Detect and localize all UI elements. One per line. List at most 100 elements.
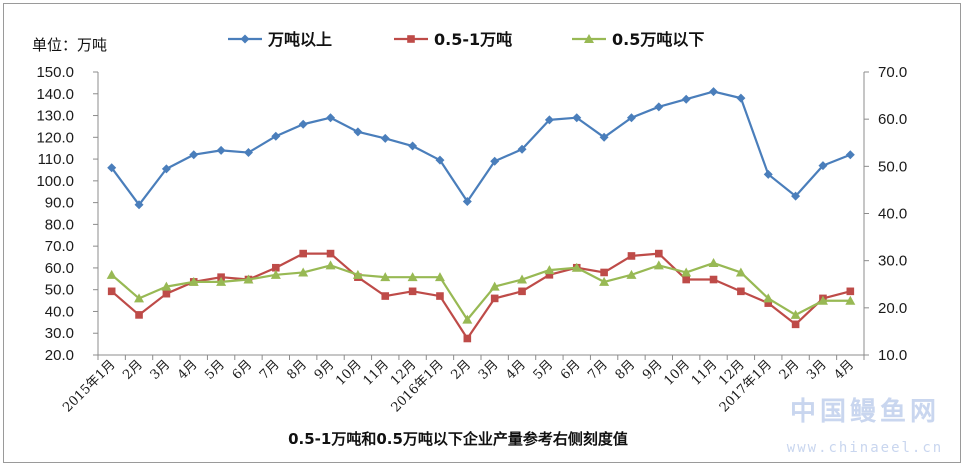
unit-label: 单位：万吨 — [32, 36, 107, 54]
data-point — [626, 269, 637, 279]
data-point — [408, 287, 417, 296]
data-point — [490, 294, 499, 303]
x-tick-label: 11月 — [689, 357, 720, 388]
left-tick-label: 20.0 — [45, 347, 74, 364]
data-point — [489, 281, 500, 291]
left-tick-label: 90.0 — [45, 195, 74, 212]
left-tick-label: 70.0 — [45, 238, 74, 255]
legend-label: 0.5万吨以下 — [612, 30, 704, 49]
legend-label: 0.5-1万吨 — [434, 30, 512, 49]
data-point — [736, 93, 746, 103]
left-tick-label: 50.0 — [45, 282, 74, 299]
left-tick-label: 150.0 — [36, 64, 74, 81]
data-point — [681, 94, 691, 104]
series-line-1 — [110, 90, 851, 206]
x-tick-label: 3月 — [476, 357, 502, 383]
data-point — [572, 113, 582, 123]
data-point — [243, 148, 253, 158]
data-point — [709, 275, 718, 284]
x-tick-label: 10月 — [333, 357, 364, 388]
right-tick-label: 40.0 — [878, 206, 907, 223]
data-point — [764, 299, 773, 307]
data-point — [107, 163, 117, 173]
left-tick-label: 80.0 — [45, 216, 74, 233]
data-point — [134, 200, 144, 210]
x-tick-label: 3月 — [148, 357, 174, 383]
x-tick-label: 2月 — [120, 357, 146, 383]
data-point — [188, 276, 199, 286]
data-point — [161, 281, 172, 291]
x-tick-label: 6月 — [558, 357, 584, 383]
data-point — [818, 161, 828, 171]
x-tick-label: 6月 — [230, 357, 256, 383]
data-point — [299, 249, 307, 258]
data-point — [161, 164, 171, 174]
data-point — [380, 133, 390, 143]
data-point — [380, 272, 391, 282]
data-point — [270, 269, 281, 279]
data-point — [381, 292, 390, 300]
data-point — [325, 260, 336, 270]
data-point — [599, 132, 609, 142]
data-point — [408, 141, 418, 151]
legend-label: 万吨以上 — [267, 30, 332, 49]
data-point — [626, 113, 636, 123]
data-point — [462, 314, 473, 324]
data-point — [654, 102, 664, 112]
right-tick-label: 60.0 — [878, 111, 907, 128]
data-point — [544, 265, 555, 275]
data-point — [627, 252, 636, 260]
data-point — [791, 320, 800, 329]
data-point — [134, 293, 145, 303]
right-tick-label: 20.0 — [878, 300, 907, 317]
data-point — [763, 169, 773, 179]
data-point — [106, 269, 117, 279]
data-point — [463, 334, 472, 343]
data-point — [817, 295, 828, 305]
legend-marker — [240, 34, 250, 44]
right-tick-label: 70.0 — [878, 64, 907, 81]
data-point — [326, 249, 335, 258]
left-tick-label: 120.0 — [36, 129, 74, 146]
right-tick-label: 30.0 — [878, 253, 907, 270]
left-tick-label: 30.0 — [45, 325, 74, 342]
data-point — [708, 258, 719, 268]
x-tick-label: 7月 — [257, 357, 283, 383]
x-tick-label: 8月 — [613, 357, 639, 383]
x-tick-label: 5月 — [202, 357, 228, 383]
data-point — [352, 269, 363, 279]
data-point — [490, 156, 500, 166]
data-point — [517, 144, 527, 154]
x-tick-label: 8月 — [284, 357, 310, 383]
data-point — [353, 127, 363, 137]
data-point — [326, 113, 336, 123]
left-tick-label: 60.0 — [45, 260, 74, 277]
left-tick-label: 140.0 — [36, 86, 74, 103]
data-point — [682, 275, 690, 284]
data-point — [571, 262, 582, 272]
data-point — [763, 293, 774, 303]
data-point — [298, 119, 308, 129]
data-point — [737, 287, 745, 296]
data-point — [216, 276, 227, 286]
data-point — [845, 150, 855, 160]
chart-caption: 0.5-1万吨和0.5万吨以下企业产量参考右侧刻度值 — [288, 430, 628, 448]
data-point — [518, 287, 526, 296]
data-point — [462, 197, 472, 207]
watermark-title: 中国鳗鱼网 — [790, 397, 940, 427]
x-tick-label: 2015年1月 — [60, 357, 118, 415]
x-tick-label: 4月 — [175, 357, 201, 383]
data-point — [298, 267, 309, 277]
x-tick-label: 4月 — [831, 357, 857, 383]
data-point — [436, 292, 444, 300]
data-point — [655, 249, 663, 258]
data-point — [162, 289, 171, 298]
data-point — [517, 274, 528, 284]
data-point — [653, 260, 664, 270]
data-point — [107, 287, 116, 296]
left-tick-label: 130.0 — [36, 108, 74, 125]
data-point — [681, 267, 692, 277]
left-tick-label: 100.0 — [36, 173, 74, 190]
legend-marker — [407, 35, 415, 43]
x-tick-label: 5月 — [531, 357, 557, 383]
